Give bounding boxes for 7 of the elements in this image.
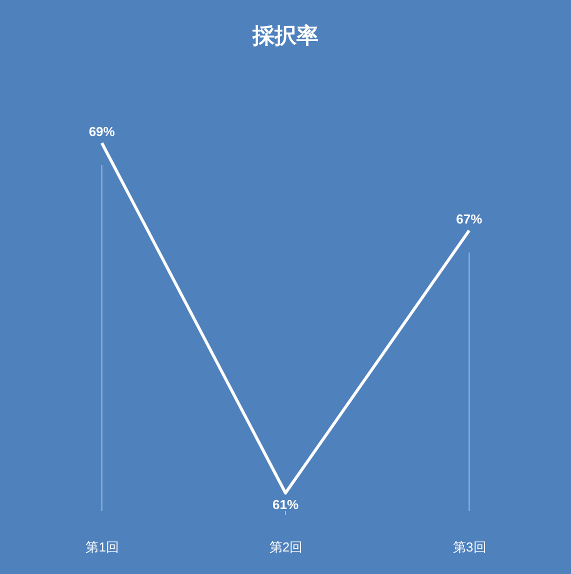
data-label: 67% — [456, 212, 483, 226]
data-label: 61% — [272, 497, 299, 512]
x-tick-label: 第3回 — [453, 540, 486, 554]
x-tick-label: 第2回 — [269, 540, 303, 554]
x-tick-label: 第1回 — [86, 540, 119, 554]
data-label: 69% — [88, 124, 116, 139]
chart-title: 採択率 — [252, 23, 318, 48]
